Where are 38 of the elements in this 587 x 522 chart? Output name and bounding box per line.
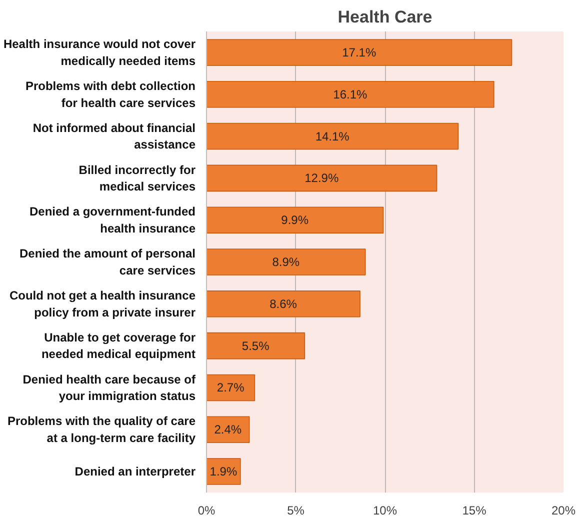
x-tick-label: 15% — [462, 504, 487, 518]
data-label: 8.6% — [270, 296, 298, 311]
x-tick-label: 10% — [372, 504, 398, 518]
y-tick-label: Denied an interpreter — [74, 464, 196, 479]
data-label: 17.1% — [342, 45, 376, 60]
data-label: 9.9% — [281, 213, 309, 228]
y-tick-label: Problems with debt collection for health care services — [25, 78, 196, 110]
data-label: 2.4% — [214, 422, 242, 437]
x-tick-label: 20% — [551, 504, 576, 518]
x-tick-label: 5% — [287, 504, 305, 518]
y-tick-label: Unable to get coverage for needed medical equipment — [41, 330, 196, 362]
bar — [206, 39, 512, 66]
y-tick-label: Health insurance would not cover medically needed items — [3, 37, 196, 68]
data-label: 8.9% — [272, 255, 300, 269]
x-tick-label: 0% — [198, 504, 216, 518]
y-tick-label: Problems with the quality of care at a long-term care facility — [7, 414, 196, 446]
data-label: 16.1% — [333, 87, 368, 102]
bar — [206, 248, 366, 276]
bar — [206, 80, 494, 108]
bar — [206, 374, 256, 402]
bar — [206, 164, 438, 192]
y-tick-label: Could not get a health insurance policy from a private insurer — [9, 288, 196, 320]
data-label: 5.5% — [242, 338, 270, 353]
chart-title: Health Care — [338, 8, 432, 26]
bar — [206, 122, 459, 150]
y-tick-label: Denied a government-funded health insurance — [29, 204, 196, 236]
bar — [206, 332, 306, 360]
y-tick-label: Billed incorrectly for medical services — [78, 162, 196, 194]
data-label: 1.9% — [210, 464, 238, 479]
data-label: 2.7% — [216, 380, 245, 395]
data-label: 12.9% — [304, 171, 339, 186]
y-tick-label: Denied the amount of personal care services — [19, 246, 196, 278]
bar — [206, 290, 360, 318]
data-label: 14.1% — [315, 129, 350, 144]
bar — [206, 416, 250, 444]
y-tick-label: Not informed about financial assistance — [32, 120, 196, 152]
y-tick-label: Denied health care because of your immigration status — [22, 372, 197, 404]
bar — [206, 206, 384, 234]
